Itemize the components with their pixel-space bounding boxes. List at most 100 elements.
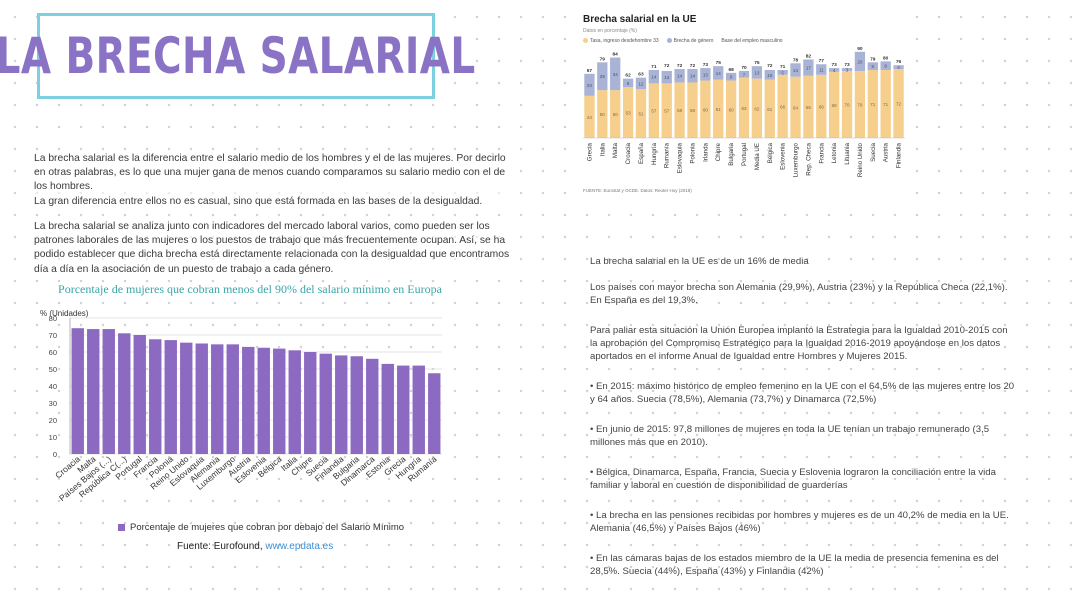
base-value-label: 65 [806, 105, 812, 110]
total-value-label: 63 [638, 72, 644, 78]
base-value-label: 57 [664, 109, 670, 114]
bar-gap-segment [790, 63, 801, 77]
bar-base-segment [597, 90, 608, 138]
x-tick-label: Hungría [651, 142, 658, 165]
bar-base-segment [803, 75, 814, 138]
bar [180, 342, 193, 454]
total-value-label: 71 [780, 64, 786, 70]
y-tick-label: 20 [49, 416, 57, 425]
bullet-point: • Bélgica, Dinamarca, España, Francia, S… [590, 467, 996, 491]
gap-value-label: 12 [638, 81, 644, 86]
y-tick-label: 30 [49, 399, 57, 408]
gap-value-label: 9 [884, 64, 887, 69]
x-tick-label: Grecia [586, 142, 593, 161]
bar-gap-segment [687, 69, 698, 83]
bar-base-segment [674, 82, 685, 138]
base-value-label: 51 [638, 112, 644, 117]
base-value-label: 66 [780, 104, 786, 109]
source-link[interactable]: www.epdata.es [265, 541, 334, 552]
bar [397, 365, 410, 454]
chart-title: Porcentaje de mujeres que cobran menos d… [58, 282, 442, 296]
base-value-label: 63 [741, 106, 747, 111]
x-tick-label: Irlanda [702, 142, 709, 161]
bar [149, 339, 162, 454]
bar [71, 328, 84, 454]
total-value-label: 84 [613, 52, 619, 58]
bar-gap-segment [893, 65, 904, 70]
x-tick-label: Suecia [870, 142, 877, 161]
x-tick-label: Polonia [689, 142, 696, 163]
x-tick-label: Portugal [741, 143, 748, 166]
total-value-label: 78 [793, 57, 799, 63]
bar-base-segment [751, 78, 763, 138]
x-tick-label: Lituania [844, 142, 851, 164]
bar-gap-segment [584, 73, 595, 96]
gap-value-label: 13 [703, 72, 709, 77]
bar-gap-segment [738, 70, 750, 78]
bar [366, 358, 379, 454]
right-text-column: La brecha salarial en la UE es de un 16%… [590, 255, 1015, 595]
base-value-label: 64 [793, 105, 799, 110]
chart-source: FUENTE: Eurostat y OCDE. Datos: Reuter H… [583, 188, 692, 193]
chart-title: Brecha salarial en la UE [583, 14, 697, 25]
legend-swatch [118, 524, 125, 531]
bar-gap-segment [867, 62, 878, 70]
y-tick-label: 10 [49, 433, 57, 442]
bar-gap-segment [829, 68, 840, 72]
gap-value-label: 8 [730, 75, 733, 80]
gap-value-label: 11 [819, 68, 824, 73]
bar-gap-segment [622, 78, 634, 88]
base-value-label: 70 [857, 102, 863, 107]
gap-value-label: 13 [754, 70, 760, 75]
chart-subtitle: Datos en porcentaje (%) [583, 28, 637, 34]
x-tick-label: Finlandia [896, 142, 903, 168]
total-value-label: 72 [677, 63, 683, 69]
bar-base-segment [764, 79, 775, 138]
total-value-label: 68 [728, 67, 734, 73]
bar-base-segment [880, 69, 891, 138]
intro-paragraph: La brecha salarial es la diferencia entr… [34, 152, 514, 209]
bar-base-segment [622, 87, 634, 138]
base-value-label: 61 [767, 107, 773, 112]
base-value-label: 71 [883, 102, 889, 107]
gap-value-label: 14 [690, 74, 696, 79]
base-value-label: 50 [613, 112, 619, 117]
bar-gap-segment [661, 70, 672, 84]
bar-gap-segment [700, 68, 711, 81]
x-tick-label: Reino Unido [857, 142, 864, 177]
bar-base-segment [687, 82, 698, 138]
legend-swatch [666, 38, 672, 44]
chart-plot: 442367Grecia502979Italia503484Malta53962… [583, 46, 905, 177]
base-value-label: 50 [600, 112, 606, 117]
bar-gap-segment [777, 69, 788, 75]
legend-item: Base del empleo masculino [721, 38, 782, 44]
bar-gap-segment [610, 57, 621, 91]
women-below-minimum-wage-chart: Porcentaje de mujeres que cobran menos d… [30, 282, 480, 562]
total-value-label: 77 [819, 58, 825, 64]
chart-legend: Tasa, ingreso desdehombre 33 Brecha de g… [583, 38, 783, 44]
bar-base-segment [790, 76, 801, 138]
bar-base-segment [661, 83, 672, 138]
base-value-label: 44 [587, 115, 593, 120]
base-value-label: 58 [690, 108, 696, 113]
bar [211, 344, 224, 454]
x-tick-label: Eslovaquia [677, 142, 684, 173]
analysis-paragraph: La brecha salarial se analiza junto con … [34, 220, 514, 277]
bar-gap-segment [764, 69, 775, 80]
gap-value-label: 5 [781, 70, 784, 75]
bar-base-segment [713, 79, 724, 138]
x-tick-label: Austria [883, 142, 890, 162]
bar [288, 350, 301, 454]
bullet-point: • En junio de 2015: 97,8 millones de muj… [590, 424, 990, 448]
x-tick-label: Chipre [715, 142, 722, 161]
x-tick-label: Rumanía [664, 142, 671, 168]
page-title: LA BRECHA SALARIAL [0, 27, 476, 85]
x-tick-label: Italia [599, 142, 606, 156]
total-value-label: 73 [844, 62, 850, 68]
base-value-label: 58 [677, 108, 683, 113]
base-value-label: 62 [754, 106, 760, 111]
y-tick-label: 50 [49, 365, 57, 374]
gap-value-label: 34 [613, 72, 619, 77]
bar-base-segment [893, 69, 904, 138]
gap-value-label: 8 [872, 64, 875, 69]
